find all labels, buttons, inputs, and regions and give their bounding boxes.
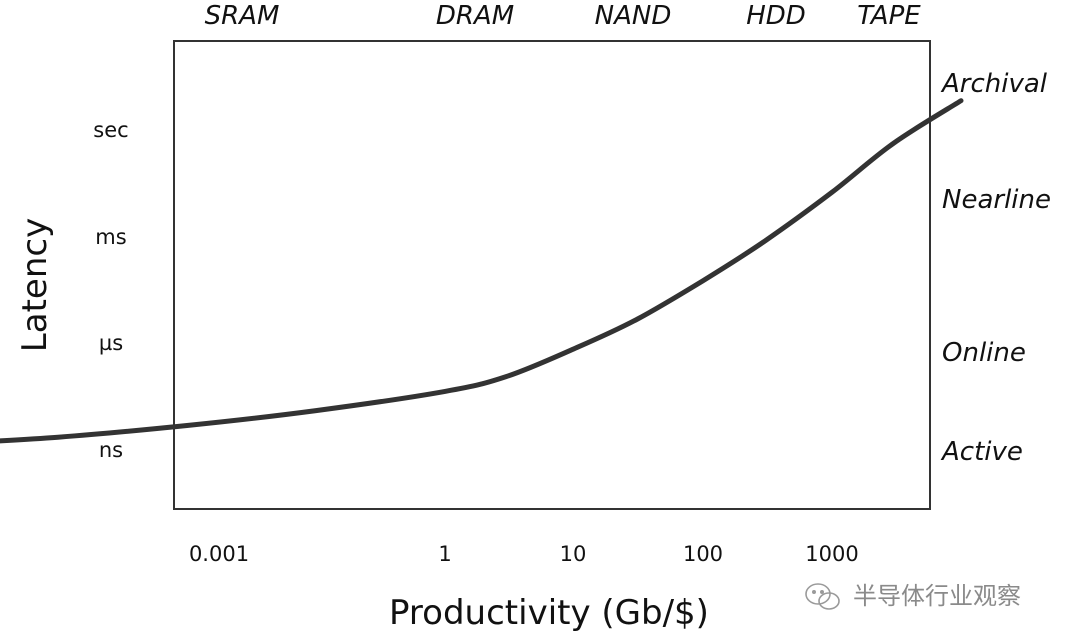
- plot-frame: [173, 40, 931, 510]
- y-tick-label: ms: [95, 225, 126, 249]
- x-tick-label: 1: [438, 542, 451, 566]
- x-tick-label: 1000: [805, 542, 858, 566]
- wechat-logo: [805, 583, 840, 610]
- top-category-label: DRAM: [436, 1, 514, 31]
- x-tick-label: 10: [560, 542, 587, 566]
- right-category-label: Online: [942, 338, 1026, 368]
- right-category-label: Archival: [940, 69, 1048, 99]
- top-category-label: TAPE: [857, 1, 921, 31]
- y-tick-label: ns: [99, 438, 123, 462]
- x-tick-label: 0.001: [189, 542, 249, 566]
- x-tick-label: 100: [683, 542, 723, 566]
- top-category-label: HDD: [746, 1, 806, 31]
- watermark: 半导体行业观察: [805, 582, 1021, 610]
- watermark-text: 半导体行业观察: [853, 582, 1021, 610]
- top-category-label: NAND: [595, 1, 672, 31]
- y-tick-label: µs: [99, 331, 123, 355]
- right-category-label: Nearline: [942, 185, 1051, 215]
- series-layer: [0, 98, 964, 444]
- right-category-label: Active: [940, 437, 1023, 467]
- y-axis-title: Latency: [15, 218, 55, 352]
- x-axis-title: Productivity (Gb/$): [389, 593, 709, 633]
- y-tick-label: sec: [93, 118, 128, 142]
- series-line: [0, 98, 964, 444]
- top-category-label: SRAM: [205, 1, 280, 31]
